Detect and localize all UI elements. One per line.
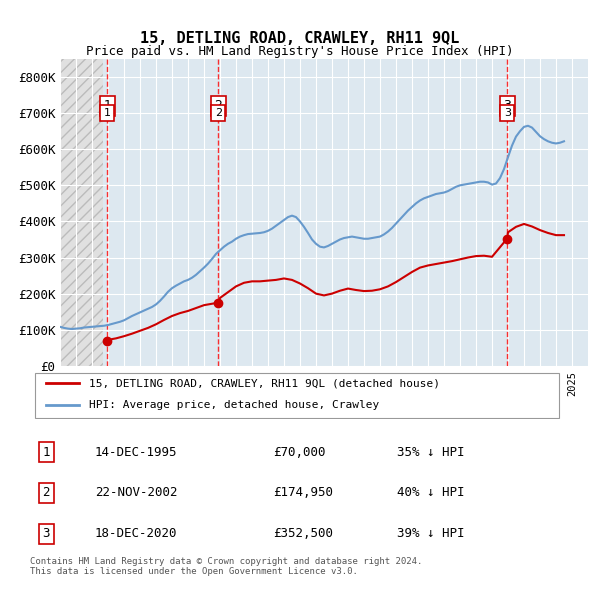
Text: 14-DEC-1995: 14-DEC-1995	[95, 445, 178, 458]
Text: 3: 3	[503, 100, 511, 113]
Text: Contains HM Land Registry data © Crown copyright and database right 2024.
This d: Contains HM Land Registry data © Crown c…	[30, 557, 422, 576]
Text: 35% ↓ HPI: 35% ↓ HPI	[397, 445, 465, 458]
Text: 18-DEC-2020: 18-DEC-2020	[95, 527, 178, 540]
Text: 2: 2	[214, 100, 222, 113]
Text: 40% ↓ HPI: 40% ↓ HPI	[397, 486, 465, 500]
Bar	[60, 59, 103, 366]
Text: £352,500: £352,500	[273, 527, 333, 540]
Text: Price paid vs. HM Land Registry's House Price Index (HPI): Price paid vs. HM Land Registry's House …	[86, 45, 514, 58]
Text: 15, DETLING ROAD, CRAWLEY, RH11 9QL: 15, DETLING ROAD, CRAWLEY, RH11 9QL	[140, 31, 460, 46]
Text: 15, DETLING ROAD, CRAWLEY, RH11 9QL (detached house): 15, DETLING ROAD, CRAWLEY, RH11 9QL (det…	[89, 379, 440, 388]
Text: HPI: Average price, detached house, Crawley: HPI: Average price, detached house, Craw…	[89, 400, 380, 409]
Text: 2: 2	[43, 486, 50, 500]
Text: 2: 2	[215, 108, 222, 118]
Text: 1: 1	[104, 108, 110, 118]
Text: 3: 3	[503, 108, 511, 118]
Text: £174,950: £174,950	[273, 486, 333, 500]
Text: 22-NOV-2002: 22-NOV-2002	[95, 486, 178, 500]
Text: 39% ↓ HPI: 39% ↓ HPI	[397, 527, 465, 540]
Text: 3: 3	[43, 527, 50, 540]
Text: £70,000: £70,000	[273, 445, 325, 458]
FancyBboxPatch shape	[35, 373, 559, 418]
Text: 1: 1	[43, 445, 50, 458]
Text: 1: 1	[103, 100, 111, 113]
